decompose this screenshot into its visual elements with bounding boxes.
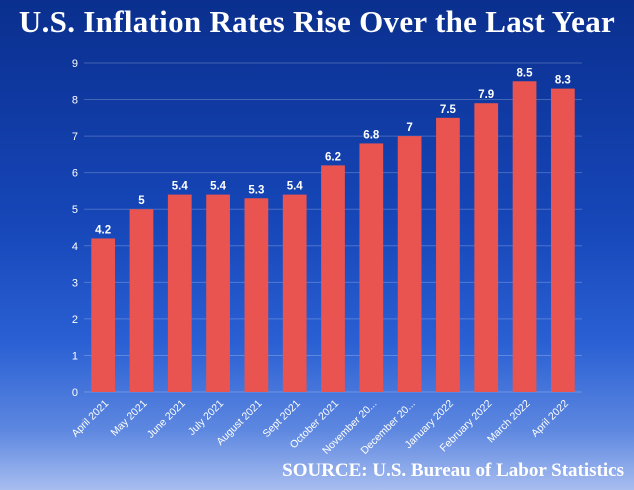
bar bbox=[129, 209, 154, 392]
bar bbox=[282, 194, 307, 392]
bar bbox=[91, 238, 116, 392]
bar bbox=[474, 103, 499, 392]
x-tick-label: April 2022 bbox=[529, 398, 571, 440]
data-label: 6.2 bbox=[325, 151, 341, 163]
x-tick-label: July 2021 bbox=[186, 398, 226, 438]
data-label: 8.5 bbox=[517, 67, 534, 79]
bar bbox=[244, 198, 269, 392]
y-tick-label: 4 bbox=[72, 241, 78, 253]
y-axis-ticks: 0 1 2 3 4 5 6 7 8 9 bbox=[72, 58, 78, 399]
y-tick-label: 0 bbox=[72, 387, 78, 399]
x-tick-label: May 2021 bbox=[108, 398, 149, 439]
data-label: 5.3 bbox=[248, 184, 264, 196]
data-label: 6.8 bbox=[363, 129, 380, 141]
bar bbox=[359, 143, 384, 392]
source-note: SOURCE: U.S. Bureau of Labor Statistics bbox=[282, 460, 624, 481]
bar bbox=[206, 194, 230, 392]
data-label: 8.3 bbox=[555, 75, 571, 87]
data-label: 5.4 bbox=[172, 181, 189, 193]
x-tick-label: April 2021 bbox=[69, 398, 111, 440]
x-tick-label: June 2021 bbox=[145, 398, 188, 441]
data-label: 4.2 bbox=[95, 224, 111, 236]
bar bbox=[321, 165, 345, 392]
data-label: 5 bbox=[138, 195, 145, 207]
y-tick-label: 9 bbox=[72, 58, 78, 70]
data-label: 7 bbox=[406, 122, 412, 134]
data-label: 5.4 bbox=[287, 181, 304, 193]
data-labels: 4.2 5 5.4 5.4 5.3 5.4 6.2 6.8 7 7.5 7.9 8.5 8.3 bbox=[95, 67, 571, 236]
bars bbox=[91, 81, 575, 393]
y-tick-label: 7 bbox=[72, 131, 78, 143]
y-tick-label: 2 bbox=[72, 314, 78, 326]
bar bbox=[512, 81, 537, 393]
bar bbox=[397, 136, 422, 392]
y-tick-label: 8 bbox=[72, 95, 78, 107]
y-tick-label: 3 bbox=[72, 277, 78, 289]
chart-title: U.S. Inflation Rates Rise Over the Last … bbox=[18, 4, 616, 39]
y-tick-label: 1 bbox=[72, 350, 78, 362]
data-label: 5.4 bbox=[210, 181, 227, 193]
data-label: 7.9 bbox=[478, 89, 494, 101]
y-tick-label: 6 bbox=[72, 168, 78, 180]
bar bbox=[167, 194, 192, 392]
y-tick-label: 5 bbox=[72, 204, 78, 216]
bar bbox=[550, 88, 575, 392]
data-label: 7.5 bbox=[440, 104, 457, 116]
bar bbox=[436, 117, 460, 392]
